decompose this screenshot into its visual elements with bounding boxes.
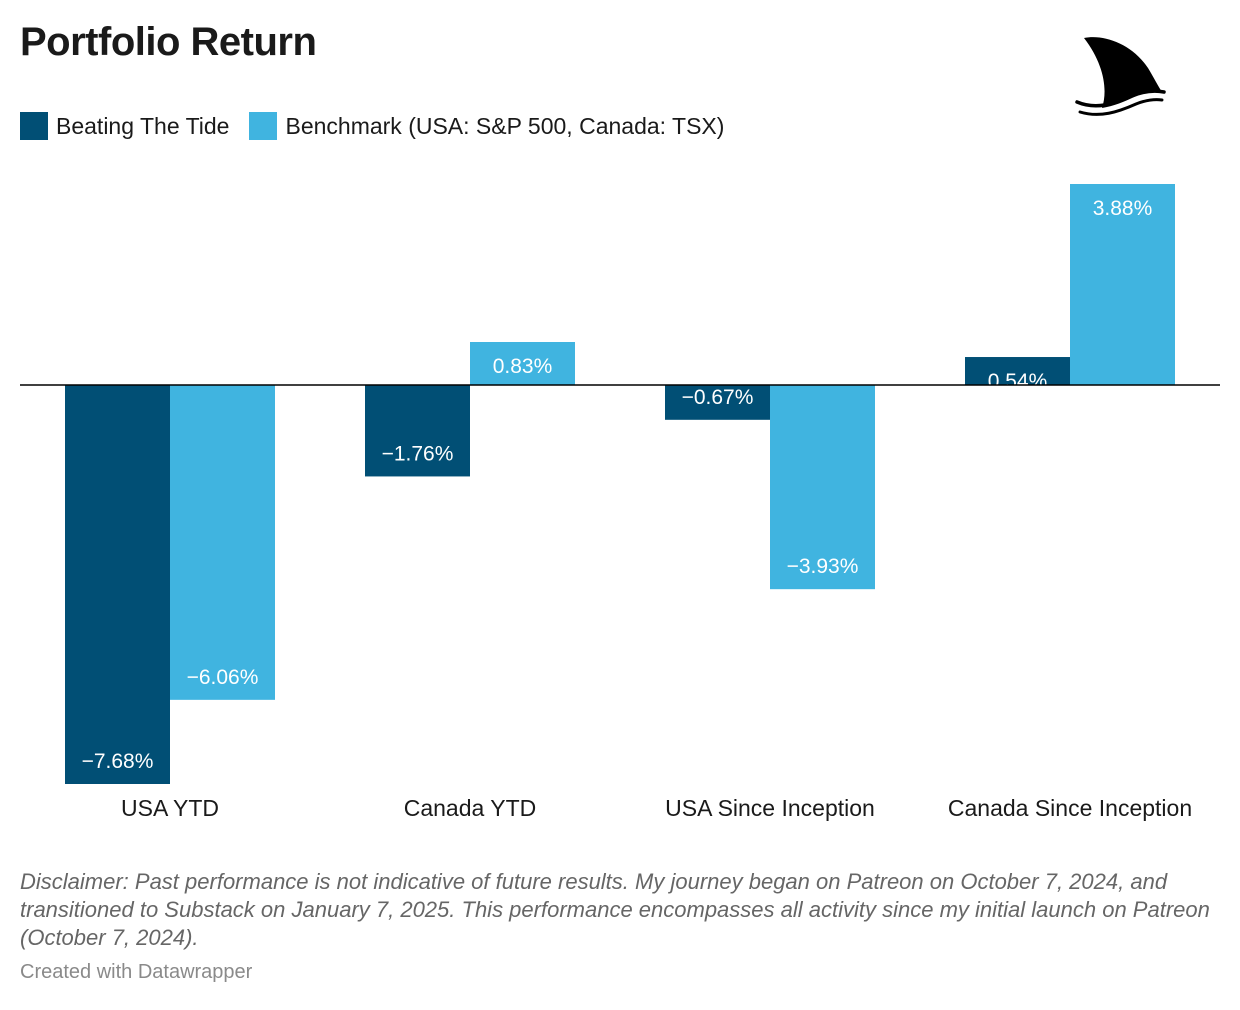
bar-value-label: −1.76%: [382, 442, 454, 465]
bar-value-label: 0.54%: [988, 370, 1048, 393]
bar-value-label: 3.88%: [1093, 197, 1153, 220]
x-tick-label: Canada YTD: [404, 795, 537, 821]
disclaimer-text: Disclaimer: Past performance is not indi…: [20, 869, 1210, 950]
legend-swatch-series-2: [249, 112, 278, 140]
bar-value-label: −6.06%: [187, 666, 259, 689]
bar-value-label: −7.68%: [82, 750, 154, 773]
x-tick-label: USA YTD: [121, 795, 219, 821]
bar-value-label: 0.83%: [493, 355, 553, 378]
bar-s1-c3: [665, 385, 770, 420]
legend-label-series-2: Benchmark (USA: S&P 500, Canada: TSX): [285, 112, 725, 139]
x-tick-label: Canada Since Inception: [948, 795, 1192, 821]
bar-s2-c1: [170, 385, 275, 700]
bar-s2-c2: [470, 342, 575, 385]
legend-swatch-series-1: [20, 112, 48, 140]
bar-value-label: −3.93%: [787, 555, 859, 578]
legend-item-series-1: Beating The Tide: [20, 112, 229, 140]
chart-legend: Beating The Tide Benchmark (USA: S&P 500…: [20, 112, 724, 140]
bar-s1-c1: [65, 385, 170, 784]
bar-value-label: −0.67%: [682, 386, 754, 409]
bar-s1-c2: [365, 385, 470, 477]
bar-s2-c3: [770, 385, 875, 590]
bar-s1-c4: [965, 357, 1070, 385]
chart-title: Portfolio Return: [20, 20, 317, 64]
legend-item-series-2: Benchmark (USA: S&P 500, Canada: TSX): [249, 112, 724, 140]
bar-chart: −7.68% −6.06% USA YTD −1.76% 0.83% Canada YTD…: [20, 184, 1220, 821]
bar-s2-c4: [1070, 184, 1175, 385]
x-tick-label: USA Since Inception: [665, 795, 875, 821]
legend-label-series-1: Beating The Tide: [56, 112, 230, 139]
shark-fin-icon: [1075, 37, 1166, 116]
credit-text: Created with Datawrapper: [20, 961, 253, 983]
